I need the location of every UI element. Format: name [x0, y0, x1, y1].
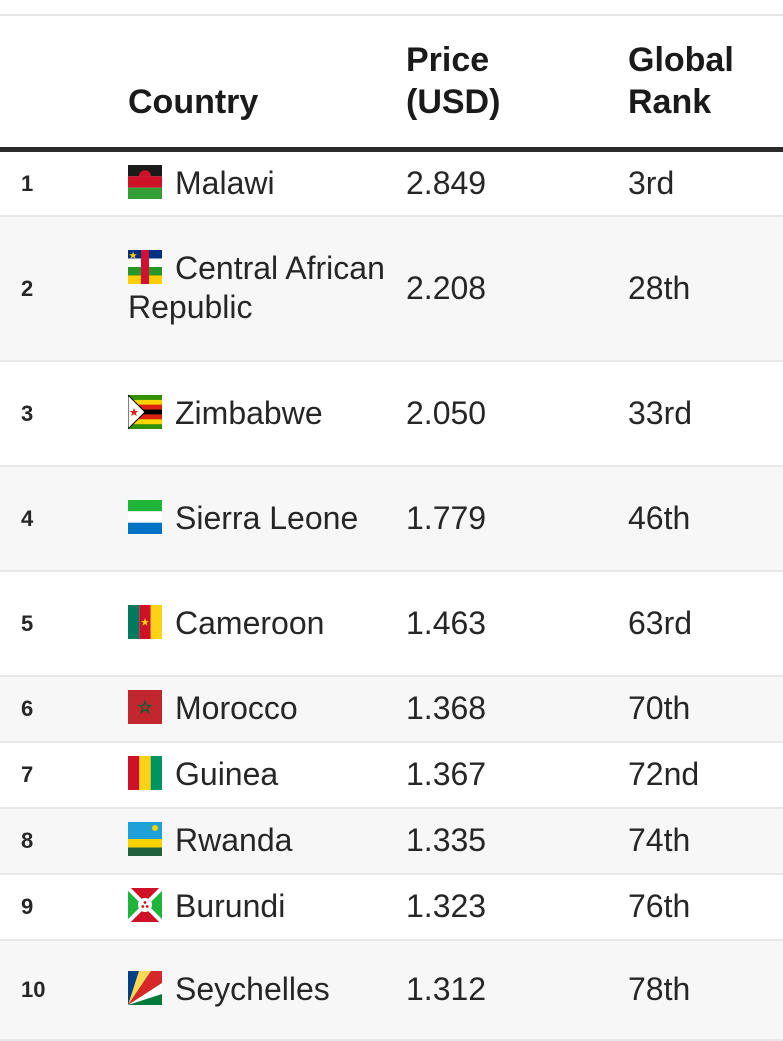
malawi-flag-icon — [128, 164, 162, 199]
row-rank: 4 — [0, 465, 128, 572]
row-rank: 8 — [0, 807, 128, 875]
price-ranking-table: Country Price (USD) Global Rank 1 Malawi… — [0, 16, 783, 1041]
row-global-rank: 72nd — [628, 741, 783, 809]
sierra-leone-flag-icon — [128, 499, 162, 534]
table-row: 3 Zimbabwe 2.050 33rd — [0, 360, 783, 467]
country-name: Cameroon — [175, 604, 325, 641]
country-name: Burundi — [175, 888, 286, 924]
row-global-rank: 46th — [628, 465, 783, 572]
row-price: 2.050 — [406, 360, 628, 467]
row-rank: 2 — [0, 215, 128, 362]
top-divider — [0, 14, 783, 16]
country-name: Zimbabwe — [175, 394, 323, 431]
row-country: Burundi — [128, 873, 406, 941]
row-global-rank: 63rd — [628, 570, 783, 677]
row-country: Cameroon — [128, 570, 406, 677]
row-price: 1.367 — [406, 741, 628, 809]
row-price: 1.779 — [406, 465, 628, 572]
row-global-rank: 74th — [628, 807, 783, 875]
row-price: 1.463 — [406, 570, 628, 677]
country-name: Sierra Leone — [175, 499, 359, 536]
country-name: Morocco — [175, 690, 298, 726]
row-global-rank: 70th — [628, 675, 783, 743]
header-rank — [0, 16, 128, 152]
row-global-rank: 33rd — [628, 360, 783, 467]
morocco-flag-icon — [128, 690, 162, 724]
row-rank: 7 — [0, 741, 128, 809]
row-global-rank: 3rd — [628, 149, 783, 217]
row-price: 2.849 — [406, 149, 628, 217]
country-name: Rwanda — [175, 822, 293, 858]
row-country: Malawi — [128, 149, 406, 217]
country-name: Central African Republic — [128, 250, 385, 325]
row-rank: 6 — [0, 675, 128, 743]
row-global-rank: 28th — [628, 215, 783, 362]
header-price: Price (USD) — [406, 16, 628, 152]
cameroon-flag-icon — [128, 604, 162, 639]
zimbabwe-flag-icon — [128, 394, 162, 429]
row-country: Zimbabwe — [128, 360, 406, 467]
guinea-flag-icon — [128, 756, 162, 790]
row-price: 1.368 — [406, 675, 628, 743]
header-global-rank: Global Rank — [628, 16, 783, 152]
row-country: Guinea — [128, 741, 406, 809]
table-row: 7 Guinea 1.367 72nd — [0, 741, 783, 809]
row-country: Seychelles — [128, 939, 406, 1041]
row-price: 1.312 — [406, 939, 628, 1041]
table-row: 10 Seychelles 1.312 78th — [0, 939, 783, 1041]
row-global-rank: 78th — [628, 939, 783, 1041]
row-price: 1.323 — [406, 873, 628, 941]
row-country: Rwanda — [128, 807, 406, 875]
row-country: Sierra Leone — [128, 465, 406, 572]
country-name: Guinea — [175, 756, 279, 792]
row-rank: 5 — [0, 570, 128, 677]
row-rank: 1 — [0, 149, 128, 217]
rwanda-flag-icon — [128, 822, 162, 856]
central-african-republic-flag-icon — [128, 250, 162, 284]
header-country: Country — [128, 16, 406, 152]
row-rank: 3 — [0, 360, 128, 467]
table-row: 2 Central African Republic 2.208 28th — [0, 215, 783, 362]
row-global-rank: 76th — [628, 873, 783, 941]
row-rank: 9 — [0, 873, 128, 941]
table-header-row: Country Price (USD) Global Rank — [0, 16, 783, 152]
row-country: Morocco — [128, 675, 406, 743]
table-row: 9 Burundi 1.323 76th — [0, 873, 783, 941]
country-name: Seychelles — [175, 971, 330, 1007]
country-name: Malawi — [175, 164, 275, 201]
table-row: 1 Malawi 2.849 3rd — [0, 149, 783, 217]
burundi-flag-icon — [128, 888, 162, 922]
row-price: 2.208 — [406, 215, 628, 362]
table-row: 8 Rwanda 1.335 74th — [0, 807, 783, 875]
seychelles-flag-icon — [128, 971, 162, 1005]
row-price: 1.335 — [406, 807, 628, 875]
table-row: 6 Morocco 1.368 70th — [0, 675, 783, 743]
table-row: 4 Sierra Leone 1.779 46th — [0, 465, 783, 572]
table-row: 5 Cameroon 1.463 63rd — [0, 570, 783, 677]
row-country: Central African Republic — [128, 215, 406, 362]
row-rank: 10 — [0, 939, 128, 1041]
